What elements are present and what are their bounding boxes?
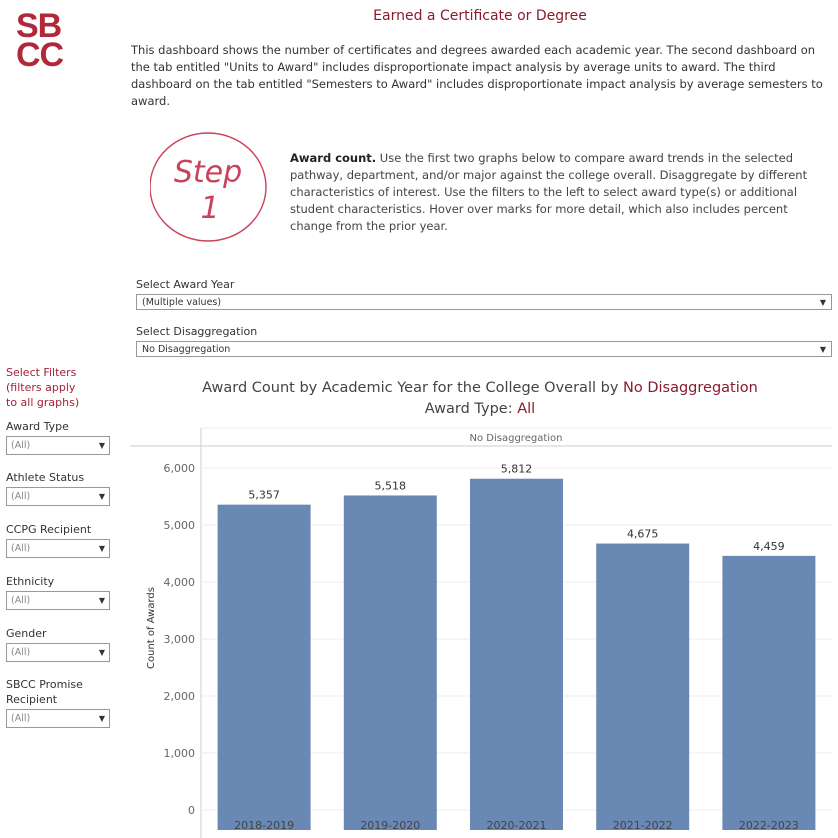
- step-body: Use the first two graphs below to compar…: [290, 151, 808, 233]
- filter-value: (All): [11, 647, 31, 658]
- x-tick-label: 2021-2022: [613, 819, 673, 832]
- filter-value: (All): [11, 543, 31, 554]
- y-tick-label: 0: [188, 804, 195, 817]
- filter-value: (All): [11, 713, 31, 724]
- award-type-dropdown[interactable]: (All) ▼: [6, 436, 110, 455]
- dropdown-arrow-icon: ▼: [98, 441, 105, 450]
- x-tick-label: 2018-2019: [234, 819, 294, 832]
- x-tick-label: 2019-2020: [360, 819, 420, 832]
- gender-dropdown[interactable]: (All) ▼: [6, 643, 110, 662]
- filter-award-type: Award Type (All) ▼: [6, 419, 110, 455]
- svg-text:Step: Step: [174, 155, 242, 190]
- filter-label: Award Type: [6, 420, 69, 433]
- y-tick-label: 6,000: [164, 462, 196, 475]
- disaggregation-label: Select Disaggregation: [136, 325, 258, 338]
- y-axis-label: Count of Awards: [146, 587, 157, 669]
- filter-gender: Gender (All) ▼: [6, 626, 110, 662]
- filters-heading-line: (filters apply: [6, 381, 76, 394]
- data-label: 4,459: [753, 540, 785, 553]
- dropdown-arrow-icon: ▼: [819, 297, 826, 307]
- filter-label: SBCC Promise Recipient: [6, 678, 83, 706]
- ethnicity-dropdown[interactable]: (All) ▼: [6, 591, 110, 610]
- y-tick-label: 2,000: [164, 690, 196, 703]
- step-1-badge-icon: Step 1: [149, 130, 270, 245]
- award-year-dropdown[interactable]: (Multiple values) ▼: [136, 294, 832, 310]
- dropdown-arrow-icon: ▼: [819, 344, 826, 354]
- step-heading: Award count.: [290, 151, 377, 165]
- step-description: Award count. Use the first two graphs be…: [290, 150, 830, 235]
- sbcc-promise-dropdown[interactable]: (All) ▼: [6, 709, 110, 728]
- svg-text:1: 1: [200, 191, 219, 226]
- dropdown-arrow-icon: ▼: [98, 544, 105, 553]
- dropdown-arrow-icon: ▼: [98, 714, 105, 723]
- filters-heading-line: to all graphs): [6, 396, 80, 409]
- bar[interactable]: [722, 555, 816, 830]
- x-tick-label: 2020-2021: [487, 819, 547, 832]
- chart-subtitle-prefix: Award Type:: [424, 401, 518, 417]
- dropdown-arrow-icon: ▼: [98, 492, 105, 501]
- filter-sbcc-promise: SBCC Promise Recipient (All) ▼: [6, 677, 110, 728]
- disaggregation-dropdown[interactable]: No Disaggregation ▼: [136, 341, 832, 357]
- disaggregation-selector: Select Disaggregation No Disaggregation ▼: [136, 325, 832, 357]
- athlete-status-dropdown[interactable]: (All) ▼: [6, 487, 110, 506]
- intro-text: This dashboard shows the number of certi…: [131, 43, 823, 108]
- chart-subtitle-highlight: All: [517, 401, 536, 417]
- y-tick-label: 4,000: [164, 576, 196, 589]
- disaggregation-value: No Disaggregation: [142, 343, 231, 355]
- filter-value: (All): [11, 440, 31, 451]
- chart-title-prefix: Award Count by Academic Year for the Col…: [202, 380, 624, 396]
- ccpg-recipient-dropdown[interactable]: (All) ▼: [6, 539, 110, 558]
- x-tick-label: 2022-2023: [739, 819, 799, 832]
- data-label: 4,675: [627, 528, 659, 541]
- filter-value: (All): [11, 595, 31, 606]
- filter-label: Ethnicity: [6, 575, 55, 588]
- data-label: 5,357: [248, 489, 280, 502]
- y-tick-label: 1,000: [164, 747, 196, 760]
- sbcc-logo: SB CC: [16, 7, 64, 74]
- y-tick-label: 3,000: [164, 633, 196, 646]
- y-tick-label: 5,000: [164, 519, 196, 532]
- filters-heading: Select Filters (filters apply to all gra…: [6, 365, 79, 410]
- filter-athlete-status: Athlete Status (All) ▼: [6, 470, 110, 506]
- chart-title: Award Count by Academic Year for the Col…: [130, 378, 830, 420]
- data-label: 5,812: [501, 463, 533, 476]
- bar[interactable]: [470, 478, 563, 830]
- page-title: Earned a Certificate or Degree: [373, 8, 587, 24]
- filters-heading-line: Select Filters: [6, 366, 77, 379]
- dropdown-arrow-icon: ▼: [98, 596, 105, 605]
- chart-title-highlight: No Disaggregation: [623, 380, 758, 396]
- bar[interactable]: [596, 543, 690, 830]
- bar[interactable]: [343, 495, 437, 830]
- dropdown-arrow-icon: ▼: [98, 648, 105, 657]
- filter-label: CCPG Recipient: [6, 523, 92, 536]
- filter-label: Gender: [6, 627, 47, 640]
- filter-value: (All): [11, 491, 31, 502]
- filter-ethnicity: Ethnicity (All) ▼: [6, 574, 110, 610]
- filter-ccpg-recipient: CCPG Recipient (All) ▼: [6, 522, 110, 558]
- award-year-selector: Select Award Year (Multiple values) ▼: [136, 278, 832, 310]
- data-label: 5,518: [375, 479, 407, 492]
- award-year-value: (Multiple values): [142, 296, 222, 308]
- award-year-label: Select Award Year: [136, 278, 235, 291]
- filter-label: Athlete Status: [6, 471, 85, 484]
- panel-header: No Disaggregation: [470, 433, 563, 444]
- bar[interactable]: [217, 504, 311, 830]
